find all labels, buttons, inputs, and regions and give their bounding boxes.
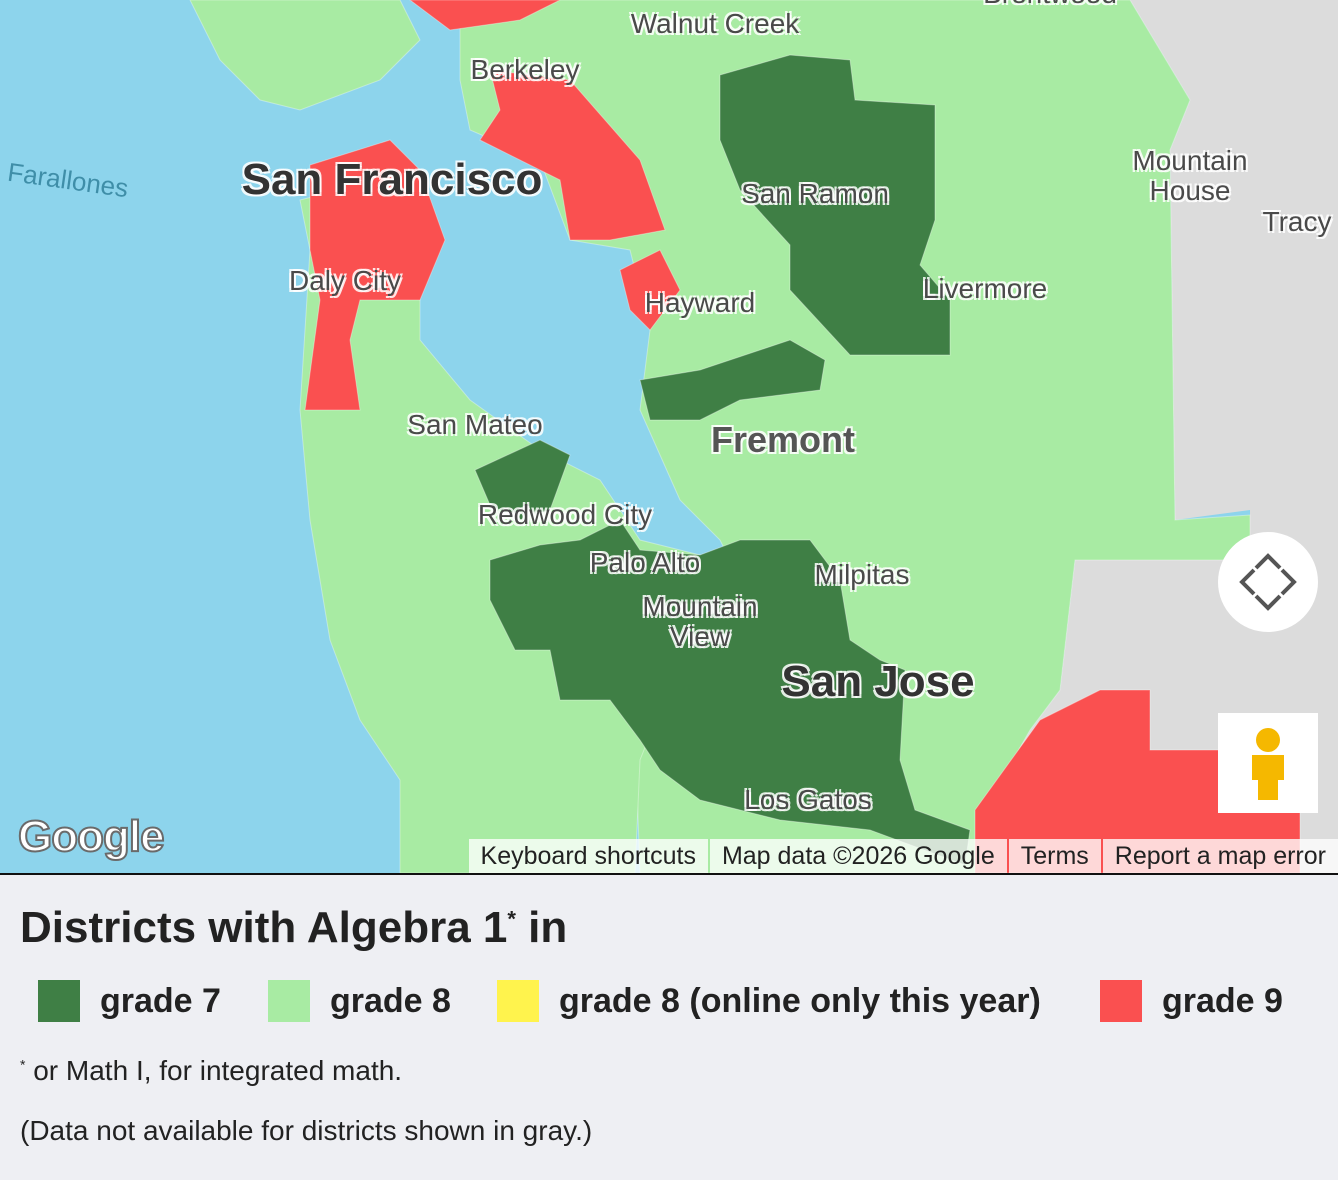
place-label: Mountain View bbox=[642, 591, 758, 652]
district bbox=[474, 439, 571, 521]
attribution-link[interactable]: Report a map error bbox=[1102, 839, 1338, 873]
district bbox=[479, 69, 666, 241]
place-label: Los Gatos bbox=[744, 784, 872, 815]
place-label: Redwood City bbox=[477, 499, 653, 530]
legend-swatch bbox=[1100, 980, 1142, 1022]
legend-label: grade 8 bbox=[330, 982, 451, 1020]
attribution-bar: Keyboard shortcuts Map data ©2026 Google T… bbox=[467, 839, 1338, 873]
district bbox=[189, 0, 421, 111]
legend-label: grade 9 bbox=[1162, 982, 1283, 1020]
footnote-mark: * bbox=[20, 1056, 26, 1073]
legend-label: grade 7 bbox=[100, 982, 221, 1020]
district bbox=[409, 0, 561, 31]
land-gray bbox=[1130, 0, 1338, 560]
place-label: Palo Alto bbox=[589, 547, 701, 578]
map[interactable]: BrentwoodWalnut CreekBerkeleyFarallonesS… bbox=[0, 0, 1338, 873]
place-label: Tracy bbox=[1262, 206, 1332, 237]
place-label: Livermore bbox=[922, 273, 1048, 304]
street-view-control[interactable] bbox=[1218, 713, 1318, 813]
district bbox=[719, 54, 951, 356]
legend-label: grade 8 (online only this year) bbox=[559, 982, 1041, 1020]
attribution-link[interactable]: Map data ©2026 Google bbox=[709, 839, 1007, 873]
footnote: * or Math I, for integrated math. bbox=[20, 1055, 402, 1087]
legend-title-mark: * bbox=[507, 906, 516, 932]
district bbox=[639, 339, 826, 421]
place-label: Berkeley bbox=[470, 54, 580, 85]
note: (Data not available for districts shown … bbox=[20, 1115, 593, 1146]
place-label: Milpitas bbox=[814, 559, 910, 590]
place-label: Mountain House bbox=[1132, 145, 1248, 206]
legend-swatch bbox=[497, 980, 539, 1022]
place-label: Walnut Creek bbox=[630, 8, 800, 39]
place-label: San Ramon bbox=[741, 178, 889, 209]
legend-title-end: in bbox=[528, 903, 568, 952]
footnote-text: or Math I, for integrated math. bbox=[33, 1055, 403, 1086]
attribution-link[interactable]: Terms bbox=[1008, 839, 1101, 873]
place-label: San Francisco bbox=[241, 155, 543, 204]
legend-swatch bbox=[38, 980, 80, 1022]
district bbox=[619, 249, 681, 331]
legend-title: Districts with Algebra 1* in bbox=[20, 903, 567, 953]
place-label: Fremont bbox=[711, 419, 855, 460]
map-pan-control[interactable] bbox=[1218, 532, 1318, 632]
district bbox=[489, 519, 971, 866]
attribution-link[interactable]: Keyboard shortcuts bbox=[468, 839, 708, 873]
map-logo[interactable]: Google bbox=[17, 811, 166, 862]
legend-panel: Districts with Algebra 1* in grade 7 grad… bbox=[0, 873, 1338, 1180]
place-label: San Jose bbox=[781, 657, 975, 706]
place-label: San Mateo bbox=[407, 409, 543, 440]
legend-swatch bbox=[268, 980, 310, 1022]
place-label: Hayward bbox=[644, 287, 756, 318]
place-label: Brentwood bbox=[920, 0, 1180, 9]
legend-title-text: Districts with Algebra 1 bbox=[20, 903, 508, 952]
place-label: Daly City bbox=[288, 265, 401, 296]
district bbox=[304, 139, 446, 411]
map-shapes bbox=[189, 0, 1338, 873]
